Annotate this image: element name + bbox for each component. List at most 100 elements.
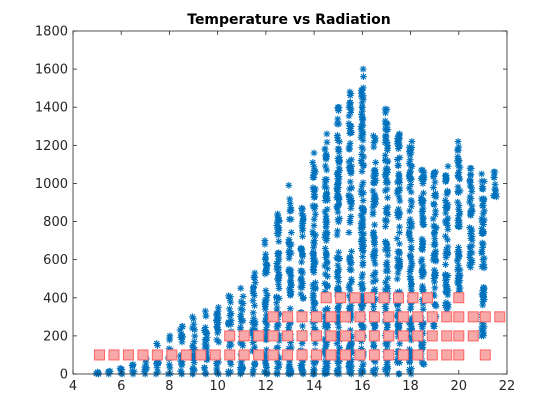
scatter-point [358, 111, 365, 118]
square-marker [369, 331, 379, 341]
scatter-point [239, 306, 246, 313]
scatter-point [334, 216, 341, 223]
scatter-point [358, 238, 365, 245]
scatter-point [431, 252, 438, 259]
scatter-point [336, 255, 343, 262]
scatter-point [334, 188, 341, 195]
chart-title: Temperature vs Radiation [187, 12, 390, 28]
scatter-point [407, 253, 414, 260]
scatter-point [347, 205, 354, 212]
scatter-point [250, 297, 257, 304]
scatter-point [359, 232, 366, 239]
scatter-point [226, 295, 233, 302]
square-marker [427, 350, 437, 360]
square-marker [283, 312, 293, 322]
scatter-point [287, 369, 294, 376]
scatter-point [129, 362, 136, 369]
scatter-point [466, 178, 473, 185]
scatter-point [299, 206, 306, 213]
scatter-point [360, 73, 367, 80]
square-marker [355, 331, 365, 341]
square-marker [326, 331, 336, 341]
square-marker [454, 350, 464, 360]
scatter-point [311, 174, 318, 181]
scatter-point [335, 324, 342, 331]
square-marker [326, 312, 336, 322]
scatter-point [382, 217, 389, 224]
scatter-point [335, 278, 342, 285]
scatter-point [300, 217, 307, 224]
scatter-point [347, 213, 354, 220]
square-marker [297, 350, 307, 360]
scatter-point [358, 157, 365, 164]
scatter-point [252, 361, 259, 368]
scatter-point [419, 273, 426, 280]
scatter-point [346, 146, 353, 153]
scatter-point [347, 266, 354, 273]
scatter-point [202, 324, 209, 331]
square-marker [181, 350, 191, 360]
scatter-point [213, 317, 220, 324]
scatter-point [334, 305, 341, 312]
scatter-point [406, 173, 413, 180]
scatter-point [287, 272, 294, 279]
scatter-point [372, 261, 379, 268]
scatter-point [419, 238, 426, 245]
square-marker [468, 312, 478, 322]
scatter-point [323, 167, 330, 174]
square-marker [254, 331, 264, 341]
scatter-point [191, 326, 198, 333]
scatter-point [312, 211, 319, 218]
scatter-point [418, 167, 425, 174]
scatter-point [468, 235, 475, 242]
scatter-point [420, 215, 427, 222]
scatter-point [469, 250, 476, 257]
scatter-point [335, 249, 342, 256]
scatter-point [431, 201, 438, 208]
scatter-point [394, 235, 401, 242]
scatter-point [370, 211, 377, 218]
scatter-point [262, 301, 269, 308]
square-marker [312, 331, 322, 341]
square-marker [454, 312, 464, 322]
scatter-point [395, 206, 402, 213]
scatter-point [324, 265, 331, 272]
x-tick-label: 8 [165, 379, 173, 394]
square-marker [398, 350, 408, 360]
scatter-point [360, 66, 367, 73]
scatter-point [432, 179, 439, 186]
scatter-point [481, 217, 488, 224]
scatter-point [444, 236, 451, 243]
scatter-point [481, 207, 488, 214]
square-marker [239, 331, 249, 341]
scatter-point [431, 241, 438, 248]
scatter-point [275, 238, 282, 245]
scatter-point [201, 365, 208, 372]
square-marker [384, 331, 394, 341]
scatter-point [335, 105, 342, 112]
scatter-point [299, 269, 306, 276]
square-marker [398, 312, 408, 322]
square-marker [210, 350, 220, 360]
scatter-point [311, 150, 318, 157]
scatter-point [322, 219, 329, 226]
square-marker [239, 350, 249, 360]
square-marker [312, 350, 322, 360]
scatter-point [348, 198, 355, 205]
scatter-point [287, 207, 294, 214]
scatter-point [480, 241, 487, 248]
scatter-point [468, 184, 475, 191]
square-marker [454, 293, 464, 303]
scatter-point [348, 156, 355, 163]
scatter-point [360, 285, 367, 292]
scatter-point [95, 369, 102, 376]
scatter-point [445, 163, 452, 170]
square-marker [225, 350, 235, 360]
scatter-point [433, 225, 440, 232]
scatter-point [191, 333, 198, 340]
scatter-point [478, 225, 485, 232]
scatter-point [324, 139, 331, 146]
scatter-point [370, 367, 377, 374]
y-tick-label: 1800 [35, 25, 68, 40]
scatter-point [443, 246, 450, 253]
